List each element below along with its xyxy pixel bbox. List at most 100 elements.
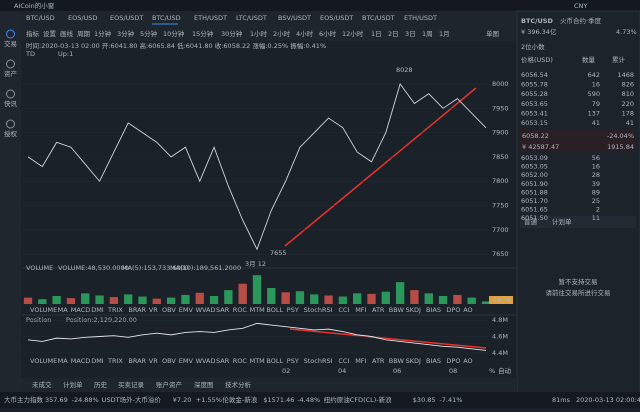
bottom-tab[interactable]: 历史 [94, 380, 108, 389]
indicator-tab[interactable]: DPO [446, 306, 460, 314]
toolbar-item[interactable]: 6小时 [319, 29, 337, 38]
indicator-tab[interactable]: ROC [233, 306, 248, 314]
bottom-tab[interactable]: 深度图 [194, 380, 214, 389]
ask-cell: 6053.65 [521, 100, 548, 108]
indicator-tab[interactable]: MFI [355, 357, 366, 365]
indicator-tab[interactable]: OBV [162, 306, 176, 314]
toolbar-item[interactable]: 1分钟 [94, 29, 112, 38]
indicator-tab[interactable]: MTM [250, 306, 265, 314]
currency[interactable]: CNY [574, 2, 587, 10]
indicator-tab[interactable]: DPO [446, 357, 460, 365]
toolbar-item[interactable]: 15分钟 [192, 29, 214, 38]
indicator-tab[interactable]: ATR [372, 306, 385, 314]
indicator-tab[interactable]: BRAR [128, 306, 146, 314]
volume-bar [81, 293, 90, 304]
toolbar-item[interactable]: 周期 [77, 30, 91, 38]
scale-option[interactable]: 自动 [498, 366, 512, 375]
tab[interactable]: ETH/USDT [404, 14, 437, 22]
indicator-tab[interactable]: PSY [287, 357, 299, 365]
bottom-tab[interactable]: 技术分析 [225, 380, 252, 389]
indicator-tab[interactable]: VR [149, 306, 158, 314]
toolbar-item[interactable]: 1月 [439, 30, 450, 38]
indicator-tab[interactable]: ATR [372, 357, 385, 365]
tab[interactable]: ETH/USDT [194, 14, 227, 22]
indicator-tab[interactable]: DMI [91, 357, 104, 365]
toolbar-item[interactable]: 2日 [388, 30, 399, 38]
tab[interactable]: BTC/USD [26, 14, 55, 22]
tab[interactable]: LTC/USDT [236, 14, 267, 22]
indicator-tab[interactable]: SKDJ [406, 306, 421, 314]
bid-cell: 6053.09 [521, 154, 548, 162]
indicator-tab[interactable]: StochRSI [304, 306, 333, 314]
trade-tab[interactable]: 计划单 [552, 217, 572, 226]
toolbar-item[interactable]: 12小时 [342, 29, 364, 38]
indicator-tab[interactable]: VOLUME [30, 357, 57, 365]
indicator-tab[interactable]: AO [463, 357, 472, 365]
scale-option[interactable]: % [489, 367, 495, 375]
tab[interactable]: BTC/USDT [362, 14, 395, 22]
indicator-tab[interactable]: BBW [389, 306, 405, 314]
indicator-tab[interactable]: TRIX [107, 306, 123, 314]
toolbar-item[interactable]: 30分钟 [221, 29, 243, 38]
bottom-tab[interactable]: 买卖记录 [118, 381, 145, 389]
bottom-tab[interactable]: 账户资产 [156, 380, 183, 389]
indicator-tab[interactable]: OBV [162, 357, 176, 365]
indicator-tab[interactable]: WVAD [196, 306, 216, 314]
toolbar-item[interactable]: 1日 [371, 30, 382, 38]
indicator-tab[interactable]: ROC [233, 357, 248, 365]
indicator-tab[interactable]: TRIX [107, 357, 123, 365]
indicator-tab[interactable]: BIAS [426, 357, 441, 365]
indicator-tab[interactable]: MFI [355, 306, 366, 314]
indicator-tab[interactable]: MACD [71, 357, 90, 365]
bottom-tab[interactable]: 计划单 [63, 380, 83, 389]
tab[interactable]: EOS/USDT [110, 14, 143, 22]
indicator-tab[interactable]: SKDJ [406, 357, 421, 365]
indicator-tab[interactable]: MACD [71, 306, 90, 314]
nav-label[interactable]: 授权 [4, 129, 18, 138]
bottom-tab[interactable]: 未成交 [32, 380, 52, 389]
indicator-tab[interactable]: AO [463, 306, 472, 314]
indicator-tab[interactable]: DMI [91, 306, 104, 314]
nav-label[interactable]: 资产 [4, 69, 18, 78]
tab[interactable]: BTC/USD [152, 14, 181, 22]
indicator-tab[interactable]: VOLUME [30, 306, 57, 314]
toolbar-item[interactable]: 1周 [422, 30, 433, 38]
volume-bar [52, 296, 61, 304]
toolbar-item[interactable]: 设置 [43, 29, 57, 38]
indicator-tab[interactable]: CCI [338, 357, 349, 365]
indicator-tab[interactable]: MTM [250, 357, 265, 365]
toolbar-item[interactable]: 4小时 [296, 29, 314, 38]
indicator-tab[interactable]: BRAR [128, 357, 146, 365]
indicator-tab[interactable]: MA [58, 357, 69, 365]
indicator-tab[interactable]: MA [58, 306, 69, 314]
toolbar-item[interactable]: 10分钟 [163, 29, 185, 38]
indicator-tab[interactable]: VR [149, 357, 158, 365]
indicator-tab[interactable]: SAR [216, 306, 230, 314]
toolbar-item[interactable]: 2小时 [273, 29, 291, 38]
nav-label[interactable]: 交易 [4, 39, 17, 48]
precision[interactable]: 2位小数 [521, 42, 545, 51]
tab[interactable]: BSV/USDT [278, 14, 311, 22]
trade-tab[interactable]: 普通 [524, 217, 538, 226]
indicator-tab[interactable]: BOLL [266, 306, 283, 314]
indicator-tab[interactable]: SAR [216, 357, 230, 365]
indicator-tab[interactable]: EMV [179, 357, 194, 365]
tab[interactable]: EOS/USDT [320, 14, 353, 22]
indicator-tab[interactable]: StochRSI [304, 357, 333, 365]
indicator-tab[interactable]: BIAS [426, 306, 441, 314]
toolbar-item[interactable]: 指标 [26, 29, 40, 38]
indicator-tab[interactable]: CCI [338, 306, 349, 314]
nav-label[interactable]: 快讯 [4, 99, 18, 108]
layout-button[interactable]: 单图 [486, 29, 499, 38]
indicator-tab[interactable]: PSY [287, 306, 299, 314]
toolbar-item[interactable]: 3日 [405, 30, 416, 38]
toolbar-item[interactable]: 1小时 [250, 29, 268, 38]
toolbar-item[interactable]: 画线 [60, 29, 74, 38]
indicator-tab[interactable]: EMV [179, 306, 194, 314]
toolbar-item[interactable]: 3分钟 [117, 29, 135, 38]
tab[interactable]: EOS/USD [68, 14, 97, 22]
toolbar-item[interactable]: 5分钟 [140, 29, 158, 38]
indicator-tab[interactable]: WVAD [196, 357, 216, 365]
indicator-tab[interactable]: BBW [389, 357, 405, 365]
indicator-tab[interactable]: BOLL [266, 357, 283, 365]
